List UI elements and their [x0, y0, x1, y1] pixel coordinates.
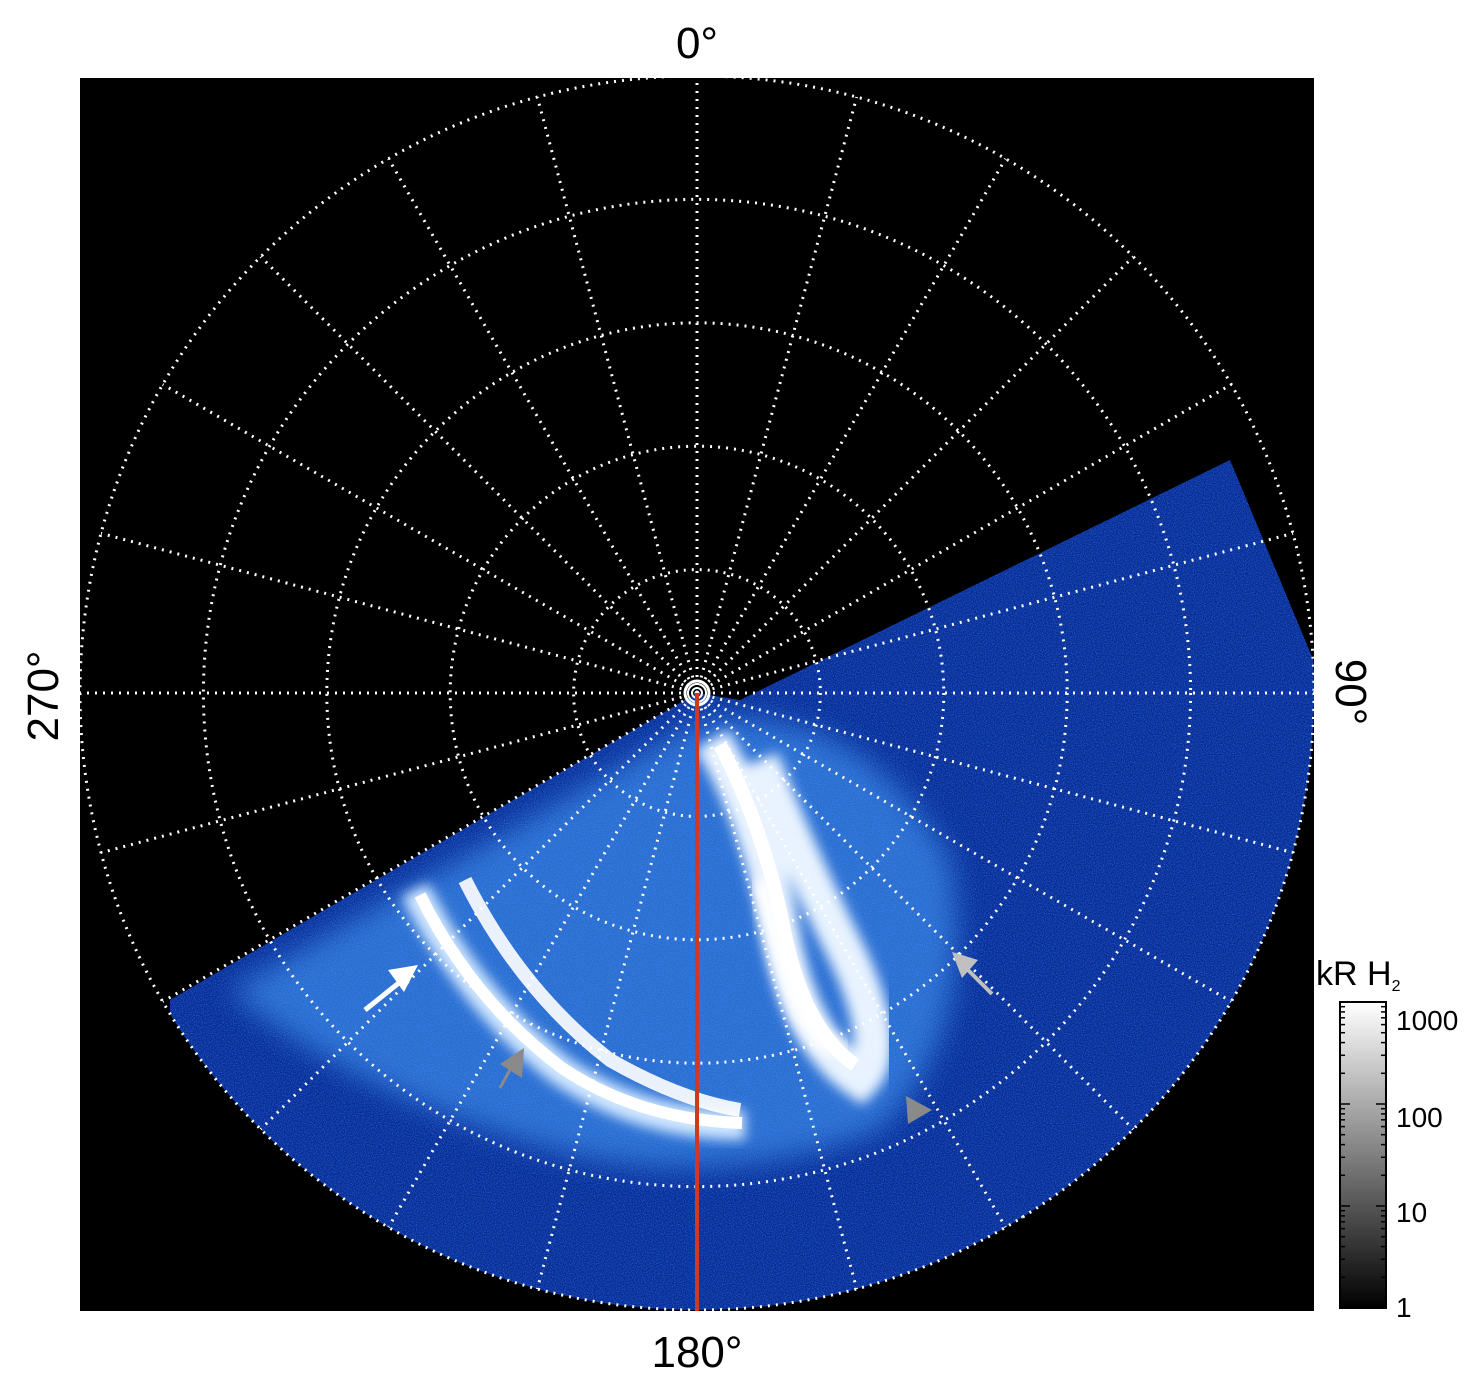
- latitude-circle: [201, 197, 1193, 1189]
- colorbar-title: kR H2: [1316, 955, 1401, 995]
- colorbar-title-sub: 2: [1392, 978, 1401, 995]
- colorbar: kR H2 1000 100 10 1: [1316, 955, 1458, 1323]
- label-270-deg: 270°: [19, 650, 68, 741]
- colorbar-ticks: [1340, 1001, 1386, 1309]
- colorbar-tick-100: 100: [1396, 1102, 1443, 1133]
- latitude-circle: [325, 321, 1069, 1065]
- gray-arrowhead-left: [498, 1048, 524, 1089]
- label-0-deg: 0°: [676, 19, 718, 68]
- label-180-deg: 180°: [651, 1328, 742, 1377]
- annotation-arrows: [363, 952, 994, 1124]
- white-arrow: [363, 965, 418, 1012]
- colorbar-gradient: [1339, 1001, 1387, 1309]
- colorbar-title-main: kR H: [1316, 955, 1392, 993]
- label-90-deg: 90°: [1326, 659, 1375, 726]
- colorbar-tick-1: 1: [1396, 1292, 1412, 1323]
- gray-arrowhead-right: [906, 1096, 932, 1124]
- colorbar-tick-10: 10: [1396, 1197, 1427, 1228]
- colorbar-tick-1000: 1000: [1396, 1005, 1458, 1036]
- gray-arrow: [952, 952, 994, 996]
